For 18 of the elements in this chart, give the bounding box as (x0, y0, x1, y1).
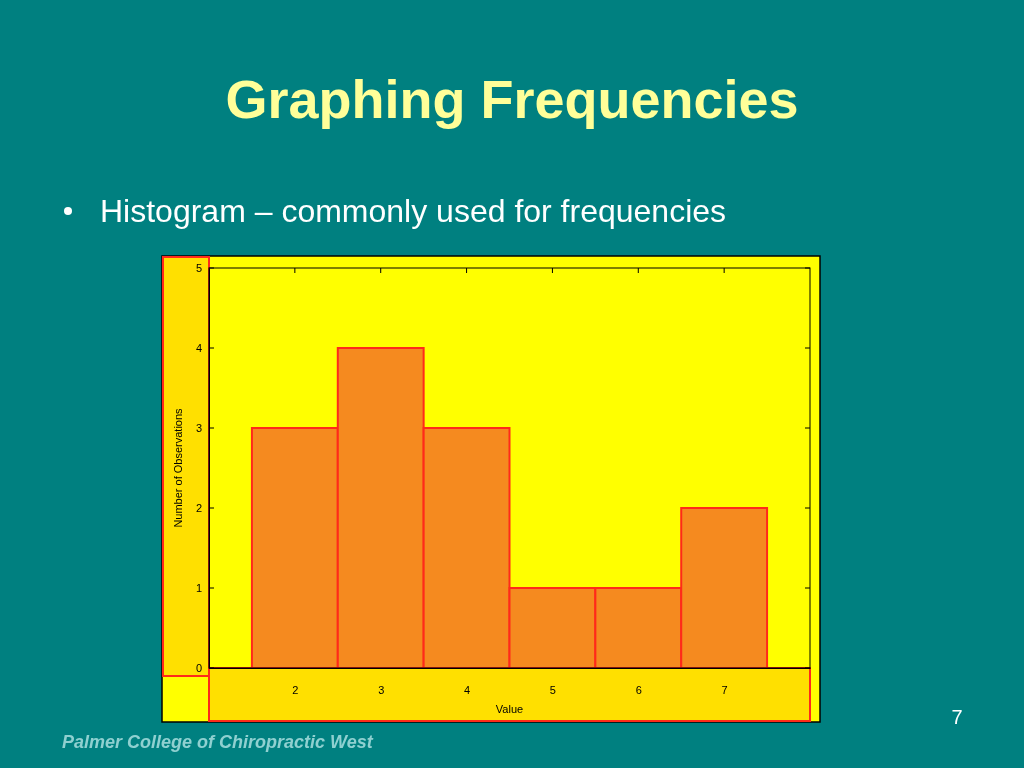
x-tick-label: 6 (635, 683, 642, 696)
x-tick-label: 2 (292, 683, 299, 696)
y-tick-label: 3 (195, 422, 202, 435)
x-axis-title: Value (495, 703, 524, 715)
y-tick-label: 2 (195, 502, 202, 515)
x-tick-label: 3 (378, 683, 385, 696)
y-tick-label: 5 (195, 262, 202, 275)
y-axis-title: Number of Observations (172, 407, 184, 528)
y-tick-label: 1 (195, 582, 202, 595)
y-tick-label: 4 (195, 342, 202, 355)
y-tick-label: 0 (195, 662, 202, 675)
chart-title: Graphing Frequencies (225, 69, 799, 129)
text: Palmer College of Chiropractic West (62, 732, 374, 752)
text: 7 (951, 706, 963, 728)
chart-subtitle: Histogram – commonly used for frequencies (100, 193, 727, 229)
x-tick-label: 4 (464, 683, 471, 696)
x-tick-label: 5 (549, 683, 556, 696)
x-tick-label: 7 (721, 683, 728, 696)
